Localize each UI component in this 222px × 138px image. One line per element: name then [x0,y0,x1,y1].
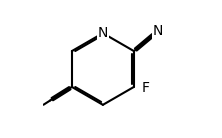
Text: N: N [98,26,108,40]
Text: F: F [142,81,150,95]
Text: N: N [153,24,163,38]
